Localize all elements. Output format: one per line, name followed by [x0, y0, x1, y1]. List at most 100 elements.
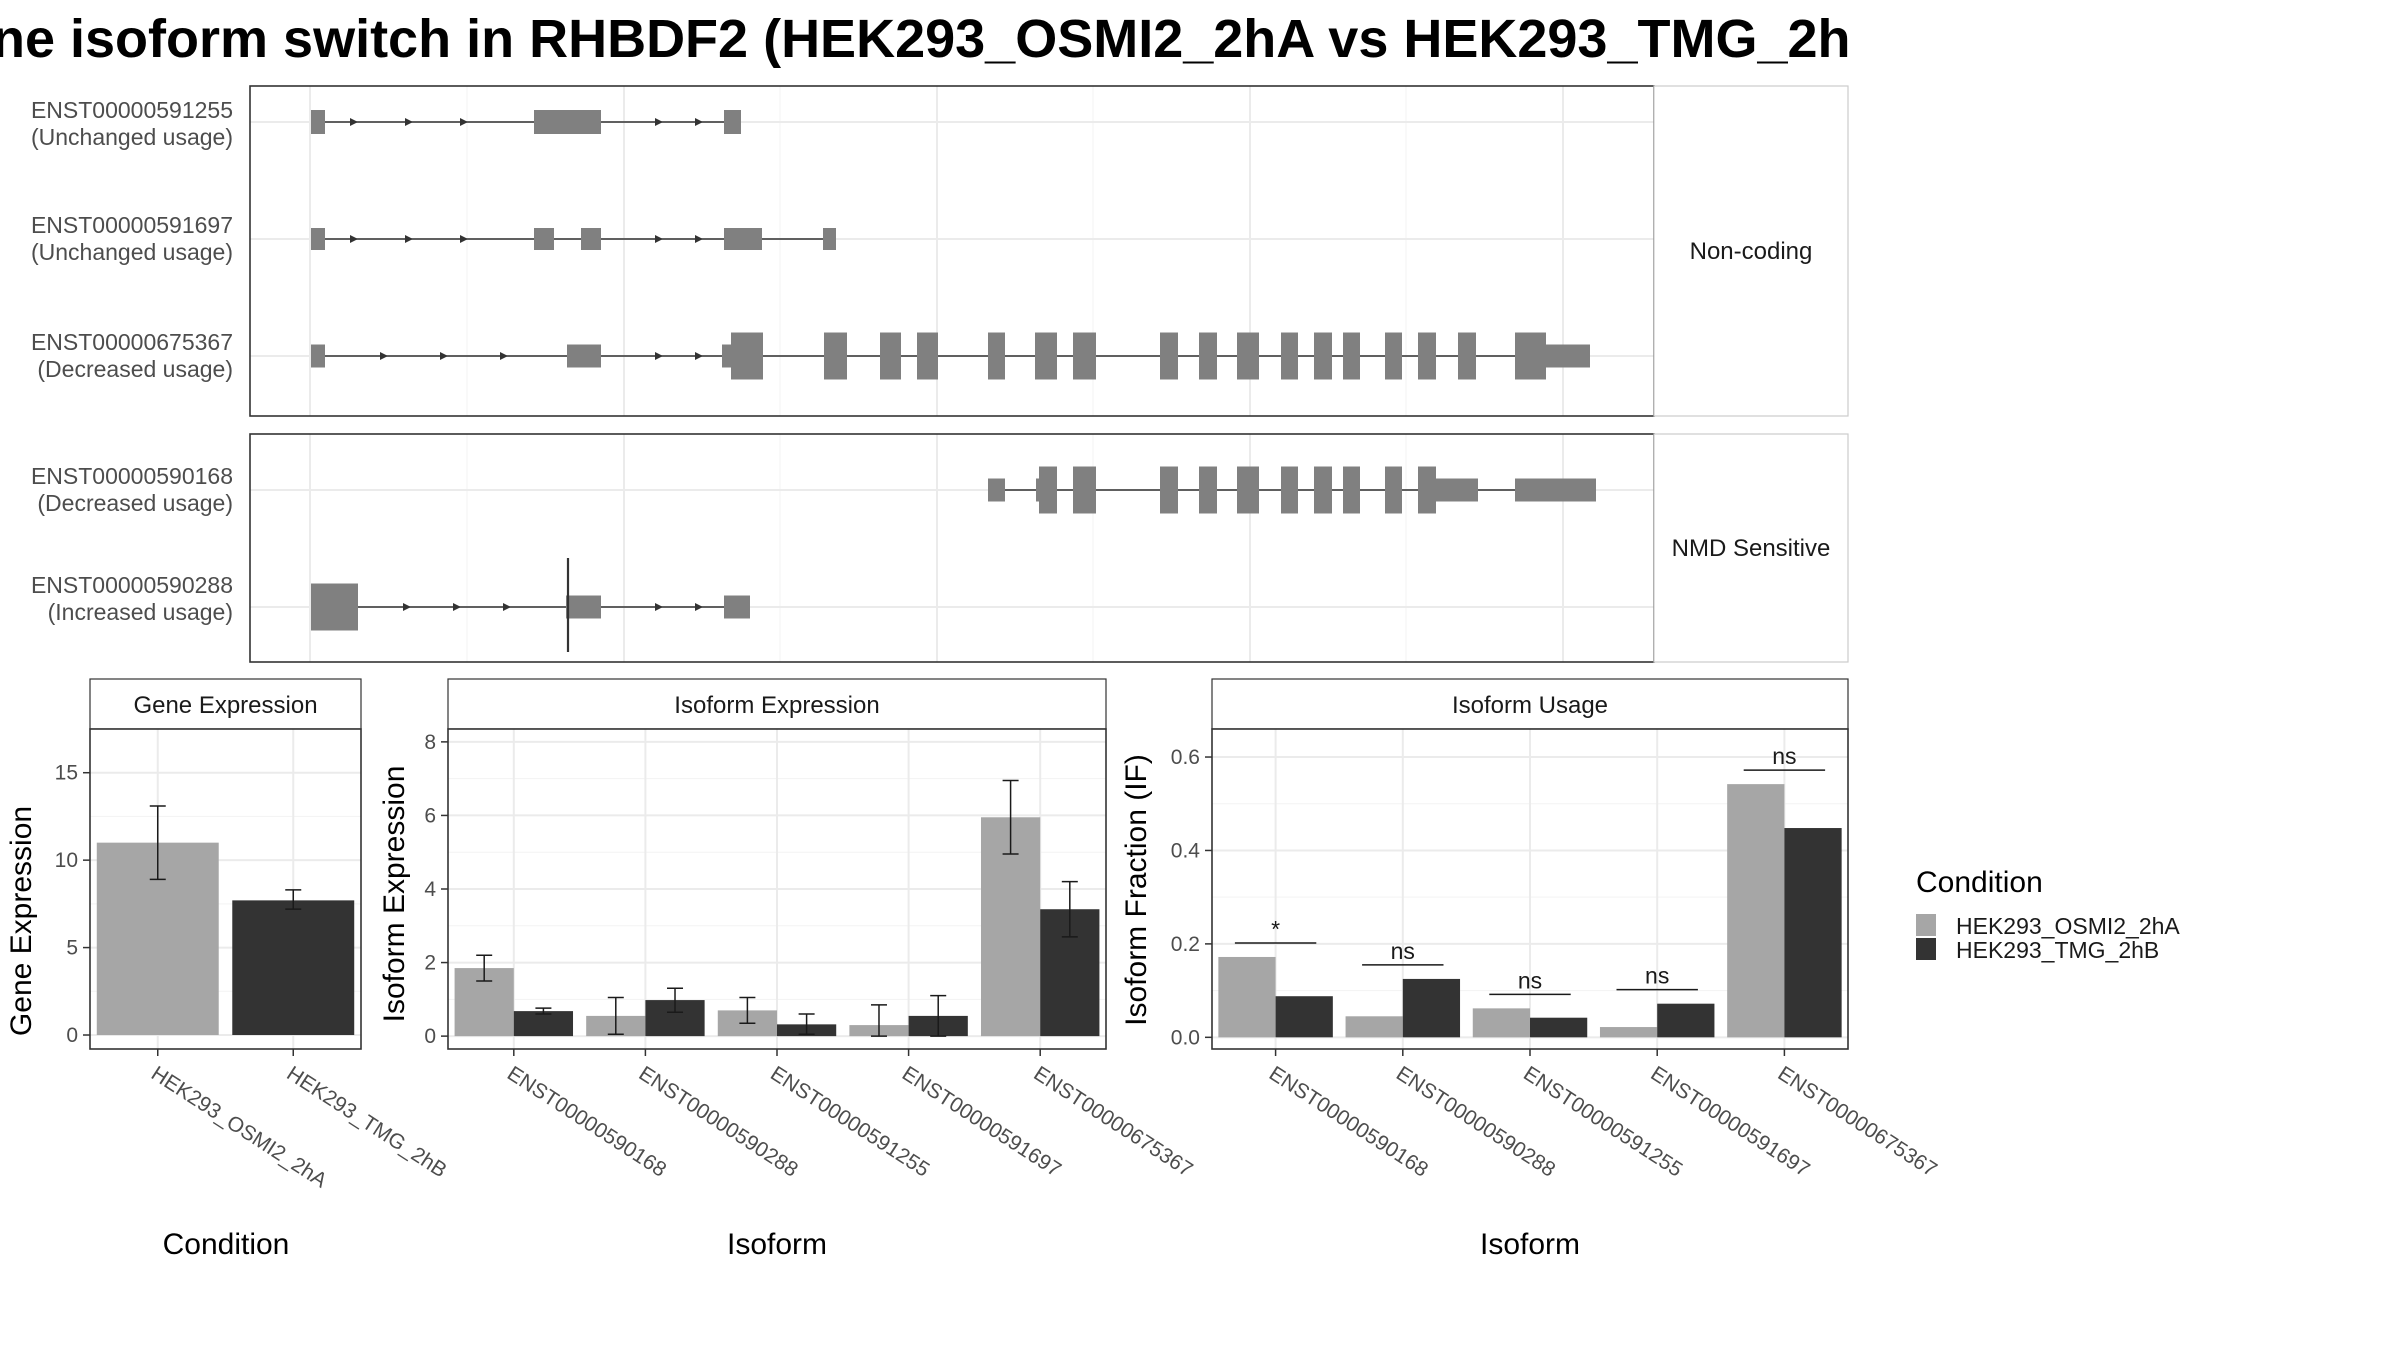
exon-block: [1343, 466, 1360, 514]
bar: [1472, 1008, 1530, 1038]
exon-block: [724, 110, 741, 134]
bar: [1402, 978, 1461, 1038]
exon-block: [1385, 466, 1402, 514]
exon-block: [1039, 466, 1057, 514]
exon-block: [311, 228, 325, 250]
panel-background: [250, 434, 1654, 662]
legend-label: HEK293_TMG_2hB: [1956, 937, 2159, 963]
strand-arrow: [655, 118, 663, 126]
exon-block: [731, 332, 763, 380]
strand-arrow: [503, 603, 511, 611]
y-tick-label: 0: [66, 1024, 78, 1047]
exon-block: [1436, 478, 1478, 502]
exon-block: [1515, 332, 1546, 380]
x-axis-title: Isoform: [1480, 1228, 1580, 1261]
strip-box: [1211, 678, 1849, 730]
exon-block: [880, 332, 901, 380]
isoform-track: [311, 110, 741, 134]
bar: [1218, 956, 1276, 1038]
isoform-id-label: ENST00000591255: [31, 97, 233, 123]
exon-block: [823, 228, 836, 250]
y-tick-label: 2: [424, 952, 436, 975]
exon-block: [311, 344, 325, 368]
isoform-usage-label: (Decreased usage): [37, 356, 233, 382]
exon-block: [311, 110, 325, 134]
group-label: NMD Sensitive: [1672, 535, 1831, 562]
strand-arrow: [695, 118, 703, 126]
isoform-track: [988, 466, 1596, 514]
exon-block: [1281, 332, 1298, 380]
exon-block: [724, 595, 750, 619]
exon-block: [534, 110, 601, 134]
exon-block: [1385, 332, 1402, 380]
isoform-track: [311, 228, 836, 250]
y-tick-label: 15: [55, 762, 78, 785]
strand-arrow: [695, 603, 703, 611]
exon-block: [988, 332, 1005, 380]
strip-box: [89, 678, 362, 730]
strand-arrow: [460, 235, 468, 243]
y-tick-label: 0.0: [1171, 1026, 1200, 1049]
exon-block: [988, 478, 1005, 502]
exon-block: [311, 583, 358, 631]
y-axis-title: Gene Expression: [5, 806, 38, 1036]
y-tick-label: 0: [424, 1025, 436, 1048]
figure-title: ne isoform switch in RHBDF2 (HEK293_OSMI…: [0, 9, 1851, 69]
bar: [1727, 784, 1785, 1038]
y-tick-label: 8: [424, 731, 436, 754]
strip-box: [447, 678, 1107, 730]
y-tick-label: 0.4: [1171, 839, 1201, 862]
isoform-id-label: ENST00000590168: [31, 463, 233, 489]
strand-arrow: [440, 352, 448, 360]
legend-swatch-tmg: [1916, 938, 1936, 960]
strand-arrow: [350, 118, 358, 126]
isoform-usage-label: (Increased usage): [48, 599, 233, 625]
y-tick-label: 0.2: [1171, 933, 1200, 956]
y-tick-label: 5: [66, 937, 78, 960]
structure-panel-noncoding: Non-coding ENST00000591255 (Unchanged us…: [31, 85, 1849, 417]
y-tick-label: 0.6: [1171, 746, 1200, 769]
strip-label: Isoform Expression: [674, 692, 879, 719]
significance-label: ns: [1645, 963, 1669, 989]
exon-block: [1418, 466, 1436, 514]
bar: [1657, 1003, 1715, 1038]
strand-arrow: [655, 352, 663, 360]
exon-block: [1458, 332, 1476, 380]
isoform-id-label: ENST00000590288: [31, 572, 233, 598]
isoform-id-label: ENST00000591697: [31, 212, 233, 238]
strand-arrow: [655, 603, 663, 611]
exon-block: [566, 595, 601, 619]
exon-block: [1160, 332, 1178, 380]
legend-label: HEK293_OSMI2_2hA: [1956, 913, 2180, 939]
x-axis-title: Condition: [163, 1228, 290, 1261]
strand-arrow: [655, 235, 663, 243]
strip-label: Gene Expression: [133, 692, 317, 719]
strand-arrow: [500, 352, 508, 360]
exon-block: [1546, 344, 1590, 368]
strand-arrow: [453, 603, 461, 611]
strip-label: Isoform Usage: [1452, 692, 1608, 719]
panel-background: [250, 86, 1654, 416]
strand-arrow: [405, 118, 413, 126]
y-axis-title: Isoform Fraction (IF): [1120, 754, 1153, 1026]
exon-block: [1073, 332, 1096, 380]
isoform-usage-label: (Unchanged usage): [31, 239, 233, 265]
exon-block: [1237, 332, 1259, 380]
exon-block: [722, 344, 732, 368]
y-tick-label: 10: [55, 849, 78, 872]
group-strip: [1653, 433, 1849, 663]
exon-block: [1515, 478, 1596, 502]
exon-block: [1035, 332, 1057, 380]
exon-block: [1343, 332, 1360, 380]
significance-label: ns: [1518, 967, 1542, 993]
exon-block: [581, 228, 601, 250]
bar: [1345, 1016, 1403, 1038]
exon-block: [917, 332, 938, 380]
strand-arrow: [460, 118, 468, 126]
bar: [232, 900, 355, 1036]
exon-block: [724, 228, 762, 250]
strand-arrow: [695, 352, 703, 360]
bar: [1784, 828, 1842, 1038]
bar: [1530, 1017, 1588, 1038]
